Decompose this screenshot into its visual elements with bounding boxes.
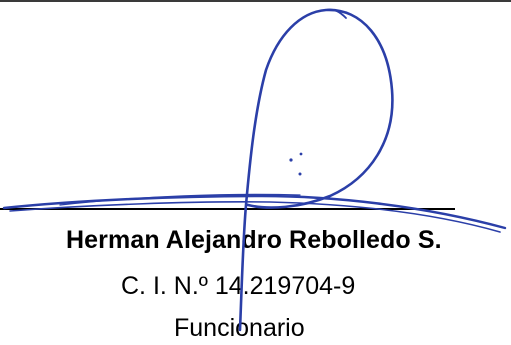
signature-line xyxy=(0,208,455,210)
signer-name: Herman Alejandro Rebolledo S. xyxy=(66,226,442,254)
signer-id-number: C. I. N.º 14.219704-9 xyxy=(121,272,356,300)
scan-top-edge xyxy=(0,0,511,2)
